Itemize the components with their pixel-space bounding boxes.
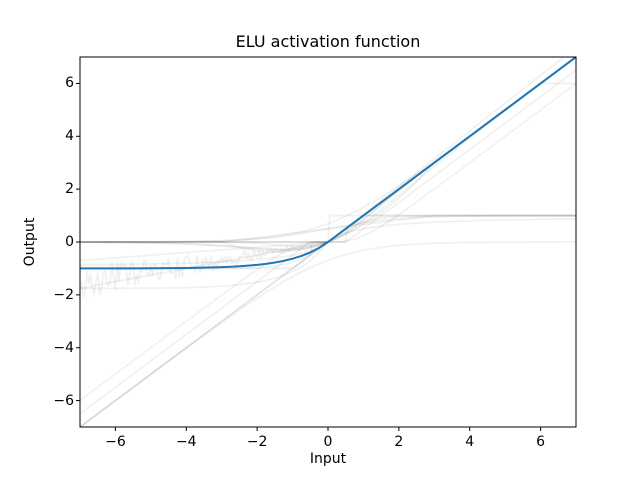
background-curve-hardswish	[80, 57, 576, 253]
x-tick-label: 4	[465, 434, 475, 450]
y-tick-label: 6	[65, 75, 74, 92]
y-tick-label: 2	[65, 181, 74, 198]
y-axis-label: Output	[22, 217, 38, 267]
x-tick-label: 6	[536, 434, 546, 450]
background-curve-hardsigmoid	[80, 214, 576, 243]
background-curve-logsigmoid	[80, 241, 576, 427]
background-curve-relu6	[80, 82, 576, 243]
y-tick-label: −2	[53, 286, 74, 303]
background-curve-softplus	[80, 57, 576, 243]
x-tick-label: 0	[323, 434, 333, 450]
background-curve-gelu	[80, 57, 576, 248]
y-tick-label: −6	[53, 392, 74, 409]
background-curve-prelu	[80, 57, 576, 290]
series-curve-elu	[80, 57, 576, 270]
x-axis-label: Input	[309, 451, 347, 467]
background-curve-relu	[80, 57, 576, 243]
y-tick-label: 0	[65, 234, 74, 250]
x-tick-label: −2	[246, 434, 268, 450]
background-curve-sigmoid	[80, 214, 576, 243]
background-curve-selu	[80, 57, 566, 290]
curves-group	[80, 57, 576, 427]
y-tick-label: −4	[53, 339, 74, 356]
x-tick-label: −4	[175, 434, 197, 450]
x-tick-label: 2	[394, 434, 404, 450]
x-tick-label: −6	[105, 434, 126, 450]
y-tick-label: 4	[65, 128, 74, 145]
background-curve-mish	[80, 57, 576, 252]
chart-title: ELU activation function	[235, 32, 421, 51]
